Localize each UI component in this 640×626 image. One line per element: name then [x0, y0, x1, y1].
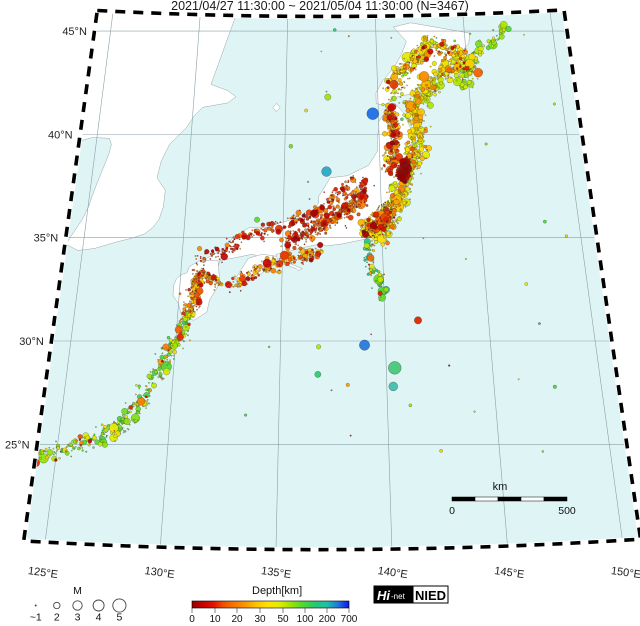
svg-text:20: 20	[231, 614, 243, 625]
svg-text:NIED: NIED	[415, 588, 446, 603]
svg-text:0: 0	[449, 505, 455, 517]
svg-text:135°E: 135°E	[260, 565, 291, 581]
svg-text:40°N: 40°N	[48, 129, 73, 141]
svg-text:3: 3	[75, 612, 81, 624]
svg-text:50: 50	[277, 614, 289, 625]
svg-text:~1: ~1	[30, 612, 42, 624]
svg-text:130°E: 130°E	[144, 565, 175, 581]
svg-text:100: 100	[297, 614, 314, 625]
svg-text:2: 2	[54, 612, 60, 624]
svg-text:Hi: Hi	[377, 588, 390, 603]
svg-text:km: km	[493, 481, 508, 493]
svg-text:Depth[km]: Depth[km]	[252, 585, 302, 597]
svg-text:4: 4	[96, 612, 102, 624]
svg-text:700: 700	[341, 614, 358, 625]
svg-text:140°E: 140°E	[377, 565, 408, 581]
svg-text:0: 0	[189, 614, 195, 625]
svg-text:M: M	[73, 585, 82, 597]
svg-text:5: 5	[116, 612, 122, 624]
svg-text:25°N: 25°N	[5, 439, 30, 451]
svg-text:30: 30	[254, 614, 266, 625]
svg-text:45°N: 45°N	[62, 26, 87, 38]
svg-text:145°E: 145°E	[494, 565, 525, 581]
svg-text:30°N: 30°N	[19, 336, 44, 348]
svg-text:10: 10	[209, 614, 221, 625]
svg-text:200: 200	[319, 614, 336, 625]
svg-text:35°N: 35°N	[34, 233, 59, 245]
svg-text:150°E: 150°E	[610, 565, 640, 581]
svg-text:500: 500	[558, 505, 576, 517]
svg-text:125°E: 125°E	[27, 565, 58, 581]
svg-text:2021/04/27 11:30:00 ~ 2021/05/: 2021/04/27 11:30:00 ~ 2021/05/04 11:30:0…	[171, 0, 469, 13]
svg-text:-net: -net	[391, 592, 406, 601]
